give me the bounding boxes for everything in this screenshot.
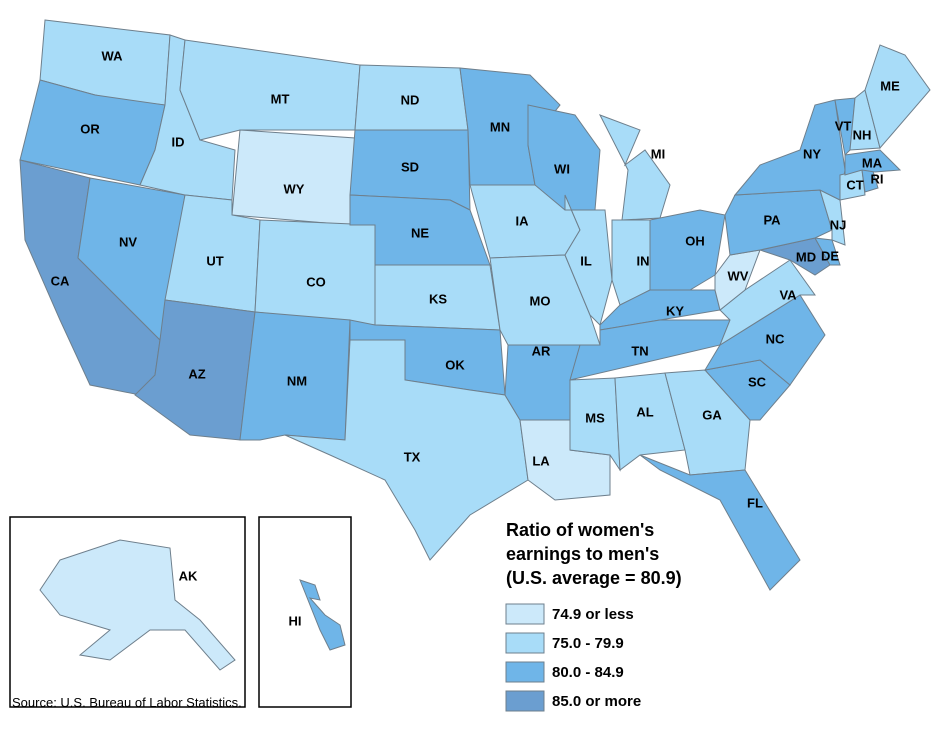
- state-label: GA: [702, 407, 722, 422]
- state: [844, 149, 902, 176]
- state-label: WV: [728, 268, 749, 283]
- state-label: NY: [803, 146, 821, 161]
- state-label: OK: [445, 357, 465, 372]
- legend-label: 75.0 - 79.9: [552, 635, 624, 652]
- legend-swatch: [505, 690, 545, 712]
- state-label: VT: [835, 118, 852, 133]
- state-label: TN: [631, 343, 648, 358]
- state-label: ME: [880, 78, 900, 93]
- state-label: NC: [766, 331, 785, 346]
- state-label: CO: [306, 274, 326, 289]
- state-label: CT: [846, 177, 863, 192]
- state: [598, 114, 671, 221]
- state-label: FL: [747, 495, 763, 510]
- state: [284, 339, 529, 561]
- state: [299, 579, 346, 651]
- state-label: IN: [637, 253, 650, 268]
- state-label: PA: [763, 212, 781, 227]
- state-label: NE: [411, 225, 429, 240]
- state-label: MS: [585, 410, 605, 425]
- state-label: MA: [862, 155, 883, 170]
- state-label: ND: [401, 92, 420, 107]
- state-label: NM: [287, 373, 307, 388]
- state: [179, 39, 361, 141]
- state: [649, 209, 726, 291]
- state: [569, 377, 621, 472]
- state-label: LA: [532, 453, 550, 468]
- state: [733, 99, 846, 201]
- state: [718, 259, 816, 347]
- state-label: MO: [530, 293, 551, 308]
- state-label: SC: [748, 374, 767, 389]
- state: [569, 319, 731, 381]
- state: [564, 194, 613, 326]
- state-label: KY: [666, 303, 684, 318]
- legend-title: earnings to men's: [506, 544, 659, 564]
- legend-swatch: [505, 632, 545, 654]
- state-label: AZ: [188, 366, 205, 381]
- state: [254, 219, 376, 326]
- legend-swatch: [505, 603, 545, 625]
- state-label: DE: [821, 248, 839, 263]
- state: [39, 539, 236, 671]
- state: [639, 454, 801, 591]
- state-label: ID: [172, 134, 185, 149]
- alaska-inset: [9, 516, 246, 708]
- state: [614, 372, 686, 471]
- state-label: RI: [871, 171, 884, 186]
- state-label: AR: [532, 343, 551, 358]
- legend-label: 74.9 or less: [552, 606, 634, 623]
- legend-label: 80.0 - 84.9: [552, 664, 624, 681]
- legend-swatch: [505, 661, 545, 683]
- state-label: SD: [401, 159, 419, 174]
- state-label: AL: [636, 404, 653, 419]
- state-label: WY: [284, 181, 305, 196]
- state-label: IL: [580, 253, 592, 268]
- state-label: UT: [206, 253, 223, 268]
- state-label: WA: [102, 48, 124, 63]
- state-label: HI: [289, 613, 302, 628]
- state-label: OR: [80, 121, 100, 136]
- source: Source: U.S. Bureau of Labor Statistics.: [12, 695, 242, 710]
- state: [814, 237, 841, 266]
- state-label: VA: [779, 287, 797, 302]
- state-label: MD: [796, 249, 816, 264]
- state-label: NH: [853, 127, 872, 142]
- legend-label: 85.0 or more: [552, 693, 641, 710]
- state-label: IA: [516, 213, 530, 228]
- state: [231, 129, 356, 226]
- state-label: KS: [429, 291, 447, 306]
- state-label: WI: [554, 161, 570, 176]
- state-label: TX: [404, 449, 421, 464]
- state: [864, 44, 931, 150]
- state-label: AK: [179, 568, 198, 583]
- state-label: NJ: [830, 217, 847, 232]
- state-label: MN: [490, 119, 510, 134]
- legend-title: Ratio of women's: [506, 520, 654, 540]
- state-label: NV: [119, 234, 137, 249]
- state-label: MI: [651, 146, 665, 161]
- hawaii-inset: [258, 516, 352, 708]
- state-label: CA: [51, 273, 70, 288]
- state-label: MT: [271, 91, 290, 106]
- state-label: OH: [685, 233, 705, 248]
- legend-title: (U.S. average = 80.9): [506, 568, 682, 588]
